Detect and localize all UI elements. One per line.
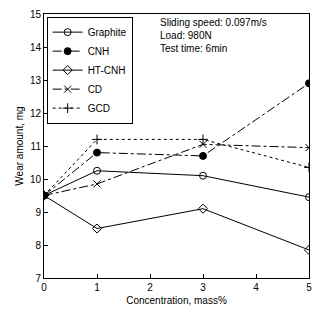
svg-text:0: 0: [41, 282, 47, 293]
svg-text:14: 14: [30, 42, 42, 53]
svg-text:7: 7: [35, 273, 41, 284]
svg-text:10: 10: [30, 174, 42, 185]
svg-text:Concentration, mass%: Concentration, mass%: [126, 295, 227, 306]
svg-text:GCD: GCD: [88, 103, 110, 114]
svg-text:CD: CD: [88, 84, 102, 95]
svg-text:2: 2: [147, 282, 153, 293]
svg-text:Graphite: Graphite: [88, 27, 127, 38]
svg-text:CNH: CNH: [88, 46, 110, 57]
svg-text:5: 5: [306, 282, 312, 293]
svg-text:11: 11: [31, 141, 42, 152]
svg-text:8: 8: [35, 240, 41, 251]
svg-text:4: 4: [253, 282, 259, 293]
svg-text:3: 3: [200, 282, 206, 293]
svg-text:HT-CNH: HT-CNH: [88, 65, 126, 76]
svg-text:Wear amount, mg: Wear amount, mg: [14, 106, 25, 185]
svg-text:Sliding speed: 0.097m/sLoad: 9: Sliding speed: 0.097m/sLoad: 980NTest ti…: [160, 17, 267, 54]
svg-text:12: 12: [30, 108, 42, 119]
svg-text:13: 13: [30, 75, 42, 86]
svg-text:15: 15: [30, 9, 42, 20]
svg-text:9: 9: [35, 207, 41, 218]
svg-text:1: 1: [94, 282, 100, 293]
